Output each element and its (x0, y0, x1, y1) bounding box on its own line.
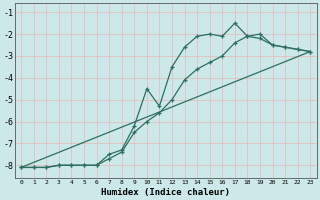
X-axis label: Humidex (Indice chaleur): Humidex (Indice chaleur) (101, 188, 230, 197)
